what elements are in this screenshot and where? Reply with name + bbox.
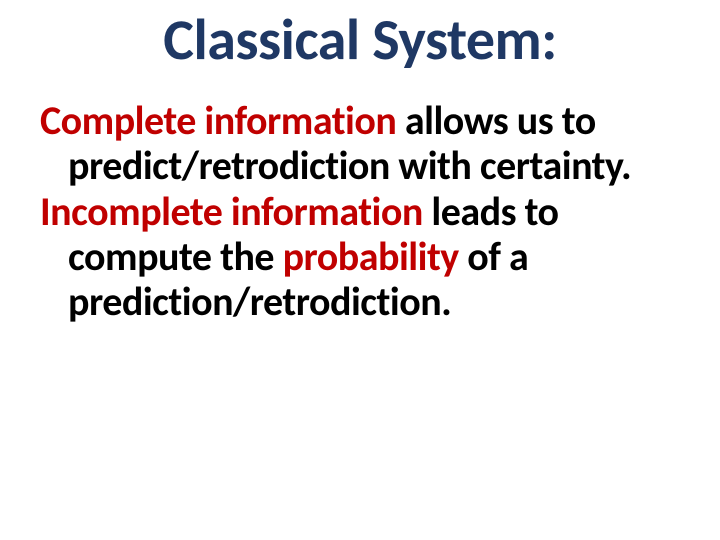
body-paragraph: Complete information allows us to predic…	[68, 99, 680, 189]
body-paragraph: Incomplete information leads to compute …	[68, 190, 680, 324]
slide-body: Complete information allows us to predic…	[40, 99, 680, 325]
slide: Classical System: Complete information a…	[0, 0, 720, 540]
slide-title: Classical System:	[40, 10, 680, 71]
text-run: Complete information	[40, 96, 405, 145]
text-run: probability	[283, 232, 468, 281]
text-run: Incomplete information	[40, 187, 431, 236]
